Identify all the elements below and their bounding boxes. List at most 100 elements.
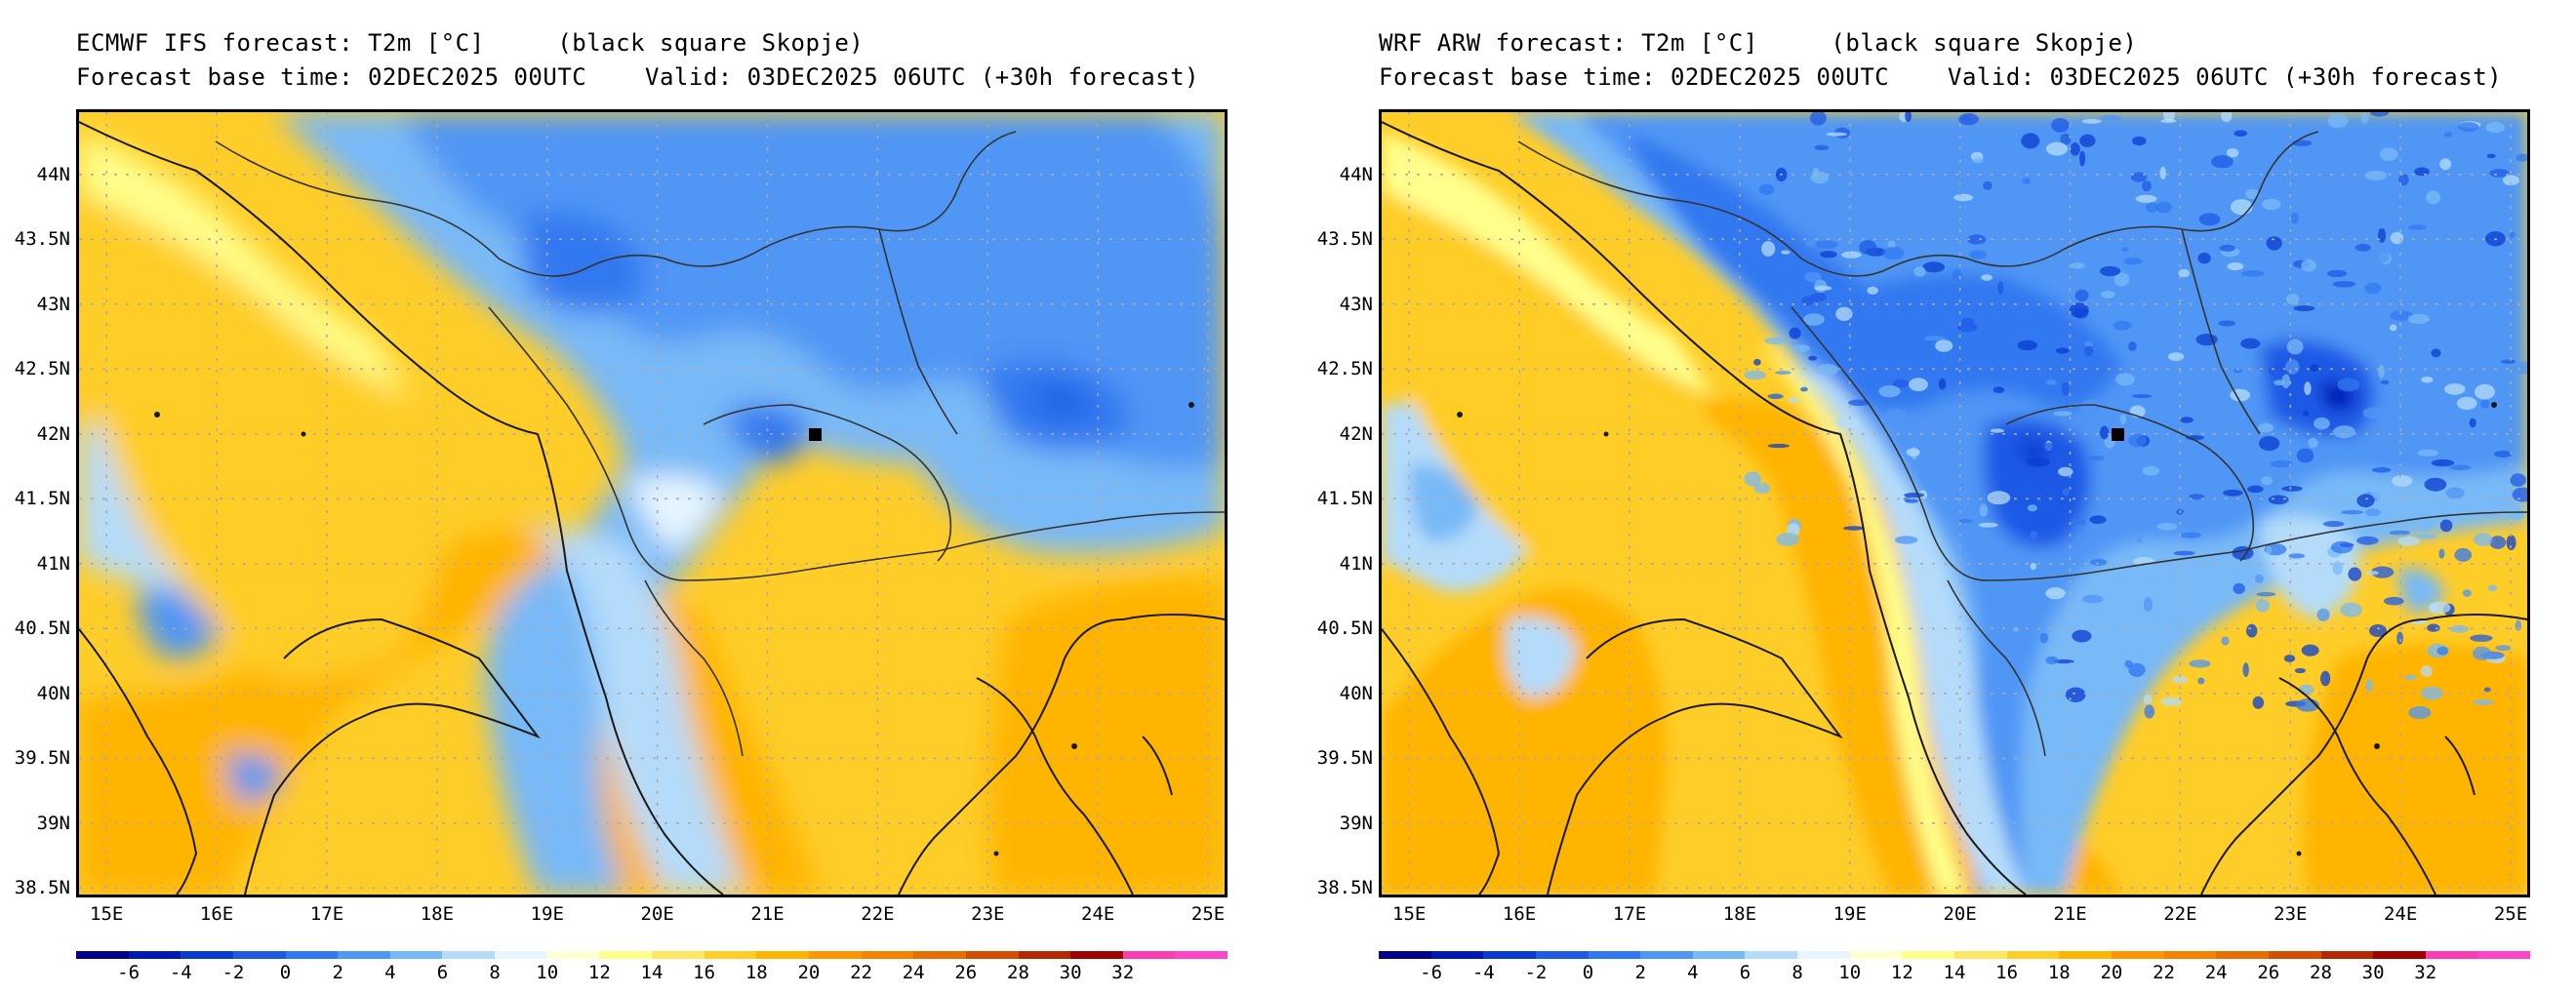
wrf-speckle-cell	[1753, 482, 1771, 495]
wrf-speckle-cell	[2062, 488, 2070, 497]
wrf-speckle-cell	[2178, 268, 2191, 278]
wrf-speckle-cell	[2414, 167, 2430, 177]
wrf-lon-label: 17E	[1612, 903, 1647, 925]
wrf-speckle-cell	[2171, 675, 2189, 684]
wrf-speckle-cell	[2449, 464, 2472, 471]
wrf-speckle-cell	[1867, 286, 1878, 295]
ecmwf-colorbar-label: 12	[587, 962, 611, 983]
wrf-speckle	[1744, 112, 2527, 720]
ecmwf-colorbar-segment	[128, 951, 181, 959]
wrf-speckle-cell	[2032, 307, 2041, 312]
wrf-colorbar-segment	[2425, 951, 2478, 959]
ecmwf-lat-label: 43N	[36, 293, 70, 315]
ecmwf-colorbar-segment	[861, 951, 914, 959]
wrf-colorbar-label: 4	[1687, 962, 1699, 983]
wrf-speckle-cell	[1789, 327, 1801, 339]
ecmwf-colorbar-label: 20	[797, 962, 821, 983]
wrf-speckle-cell	[1836, 417, 1859, 429]
wrf-speckle-cell	[2445, 487, 2465, 499]
wrf-colorbar-segment	[1902, 951, 1955, 959]
wrf-speckle-cell	[1787, 397, 1800, 403]
wrf-speckle-cell	[1761, 241, 1776, 257]
ecmwf-lon-label: 22E	[861, 903, 895, 925]
wrf-speckle-cell	[2101, 291, 2115, 298]
wrf-speckle-cell	[2427, 623, 2440, 632]
wrf-speckle-cell	[2396, 631, 2403, 645]
ecmwf-colorbar-segment	[1175, 951, 1228, 959]
ecmwf-colorbar-segment	[389, 951, 443, 959]
ecmwf-colorbar-segment	[808, 951, 862, 959]
wrf-speckle-cell	[2332, 561, 2343, 576]
wrf-islands	[1457, 402, 2497, 856]
wrf-speckle-cell	[1826, 132, 1847, 137]
wrf-speckle-cell	[2189, 494, 2205, 500]
ecmwf-colorbar-segment	[546, 951, 600, 959]
wrf-speckle-cell	[2327, 113, 2349, 129]
wrf-speckle-cell	[2322, 521, 2345, 528]
wrf-speckle-cell	[1979, 503, 1989, 517]
wrf-speckle-cell	[2123, 258, 2143, 265]
wrf-speckle-cell	[2189, 659, 2211, 668]
wrf-speckle-cell	[2030, 562, 2036, 571]
wrf-speckle-cell	[2285, 359, 2300, 375]
wrf-speckle-cell	[2473, 698, 2494, 705]
wrf-speckle-cell	[2371, 467, 2392, 473]
wrf-speckle-cell	[2339, 542, 2355, 548]
wrf-speckle-cell	[2205, 370, 2219, 385]
wrf-speckle-cell	[2027, 504, 2038, 512]
wrf-speckle-cell	[2245, 369, 2262, 378]
wrf-speckle-cell	[1878, 385, 1901, 398]
wrf-speckle-cell	[2390, 231, 2404, 245]
wrf-colorbar-segment	[2216, 951, 2269, 959]
wrf-speckle-cell	[2456, 396, 2477, 410]
wrf-speckle-cell	[1744, 370, 1766, 380]
wrf-colorbar-label: 8	[1791, 962, 1803, 983]
wrf-speckle-cell	[2155, 201, 2172, 214]
wrf-speckle-cell	[1982, 331, 1993, 340]
wrf-speckle-cell	[2047, 319, 2061, 326]
wrf-speckle-cell	[2121, 247, 2129, 252]
wrf-lat-label: 44N	[1339, 163, 1373, 185]
wrf-colorbar-label: 0	[1582, 962, 1594, 983]
wrf-speckle-cell	[2290, 212, 2299, 224]
wrf-speckle-cell	[2508, 507, 2525, 521]
wrf-speckle-cell	[2480, 399, 2490, 409]
wrf-speckle-cell	[1957, 322, 1978, 333]
wrf-map	[1379, 109, 2530, 897]
wrf-speckle-cell	[2145, 202, 2159, 213]
wrf-speckle-cell	[2180, 417, 2194, 423]
wrf-speckle-cell	[2081, 118, 2102, 124]
ecmwf-lon-label: 20E	[640, 903, 674, 925]
wrf-speckle-cell	[2244, 188, 2260, 200]
wrf-speckle-cell	[2218, 320, 2236, 327]
wrf-speckle-cell	[1764, 337, 1787, 345]
ecmwf-colorbar-segment	[232, 951, 286, 959]
wrf-speckle-cell	[2089, 558, 2108, 566]
wrf-speckle-cell	[2100, 425, 2110, 440]
wrf-speckle-cell	[2128, 341, 2137, 351]
wrf-lat-label: 42N	[1339, 422, 1373, 445]
wrf-colorbar-segment	[2111, 951, 2164, 959]
wrf-speckle-cell	[2045, 141, 2069, 156]
wrf-speckle-cell	[1776, 532, 1799, 546]
wrf-speckle-cell	[2060, 133, 2072, 145]
wrf-colorbar-label: 26	[2257, 962, 2280, 983]
wrf-speckle-cell	[2420, 686, 2443, 700]
wrf-colorbar-segment	[2059, 951, 2112, 959]
wrf-borders	[1517, 131, 2527, 757]
wrf-speckle-cell	[2221, 636, 2230, 646]
wrf-speckle-cell	[2474, 533, 2493, 547]
wrf-colorbar-label: 32	[2414, 962, 2437, 983]
wrf-speckle-cell	[1990, 428, 2004, 433]
ecmwf-coastlines	[79, 121, 1225, 895]
wrf-speckle-cell	[2301, 206, 2322, 213]
wrf-subtitle: Forecast base time: 02DEC2025 00UTC Vali…	[1379, 63, 2503, 91]
wrf-speckle-cell	[2211, 155, 2234, 169]
wrf-speckle-cell	[2042, 442, 2055, 451]
wrf-speckle-cell	[2454, 547, 2473, 562]
ecmwf-colorbar-segment	[1122, 951, 1176, 959]
wrf-speckle-cell	[2261, 476, 2273, 486]
ecmwf-lat-label: 39N	[36, 812, 70, 834]
wrf-speckle-cell	[2113, 272, 2130, 287]
wrf-speckle-cell	[2472, 646, 2492, 660]
